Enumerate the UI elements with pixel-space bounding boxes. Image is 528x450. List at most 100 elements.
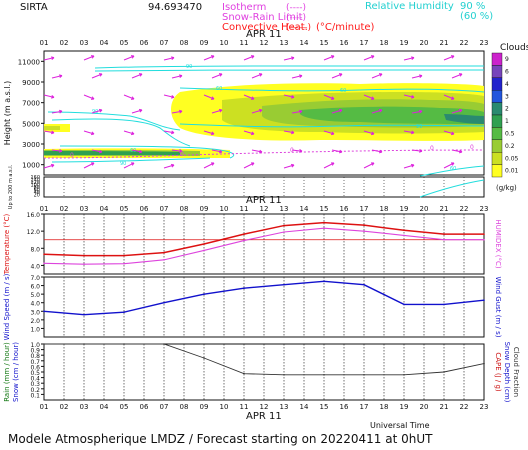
x-ticks-bottom: 01 02 03 04 05 06 07 08 09 10 11 12 13 14 15 16 17 18 19 20… [40,403,489,411]
wind-arrow-shaft [43,94,55,98]
x-tick-15: 15 [320,39,329,47]
wind-arrow-shaft [331,73,343,79]
low-ytick-label: 40 [34,190,40,196]
wind-arrow-head [130,162,135,166]
rh-contour-3 [179,123,485,128]
low-ytick-label: 120 [30,180,40,186]
isotherm-line [43,149,485,159]
isotherm-label-3: 0 [430,145,434,152]
series-point-temperature [403,229,405,232]
wind-arrow-shaft [91,149,103,153]
series-point-cloud_fraction [443,371,445,373]
wind-arrow-shaft [211,73,223,79]
wind-arrow-head [450,96,455,100]
x-tick-20: 20 [420,403,429,411]
ytick-label-3: 4.0 [30,301,40,308]
x-axis-title: Universal Time [370,421,430,430]
legend-label-1: Snow-Rain Limit [222,12,303,23]
legend-label-2: Convective Heat. [222,22,308,33]
x-tick-16: 16 [340,205,349,213]
wind-arrow-head [210,162,215,166]
wind-arrow-shaft [283,57,295,61]
legend-sample-2: (——) [286,23,311,33]
series-point-wind_speed [43,310,45,313]
ytick-label-4: 0.4 [30,376,40,383]
x-ticks-top: 01 02 03 04 05 06 07 08 09 10 11 12 13 14 15 16 17 18 19 20… [40,39,489,47]
wind-arrow-head [179,149,183,153]
cloud-y-axis-label: Height (m a.s.l.) [3,81,12,146]
x-tick-07: 07 [160,205,169,213]
wind-arrow-head [330,131,335,136]
ytick-label-4: 0.7 [30,359,40,366]
wind-arrow-head [170,95,175,99]
y-axis-label-3: Wind Speed (m / s) [3,273,11,340]
rh-contour-8 [419,165,485,177]
series-point-wind_speed [83,313,85,316]
cloud-area-6 [44,126,60,130]
wind-arrow-shaft [283,164,295,169]
wind-arrow-shaft [403,94,415,98]
wind-arrow-head [98,73,103,77]
x-tick-21: 21 [440,205,449,213]
wind-arrow-shaft [203,162,215,169]
wind-arrow-head [450,55,455,59]
series-point-humidex [443,238,445,241]
series-point-humidex [163,259,165,261]
wind-arrow-head [58,74,63,78]
wind-arrow-shaft [243,162,255,169]
wind-arrow-head [410,163,415,168]
wind-arrow-head [130,131,135,136]
wind-arrow-shaft [363,94,375,100]
wind-arrow-shaft [443,162,455,169]
series-point-cloud_fraction [203,357,205,359]
wind-arrow-shaft [171,110,183,114]
wind-arrow-shaft [323,162,335,169]
legend-sample-1: (----) [286,13,306,23]
colorbar-tick: 0.5 [505,130,515,137]
station-name: SIRTA [20,2,48,13]
cloud-ytick-label: 3000 [22,141,40,149]
wind-arrow-shaft [291,110,303,114]
wind-arrow-shaft [163,94,175,98]
rh-contour-label-5: 60 [340,88,346,94]
wind-arrow-shaft [83,130,95,135]
wind-arrow-head [250,131,255,136]
wind-arrow-head [50,163,55,168]
rh-contour-2 [179,87,485,93]
wind-arrow-shaft [443,94,455,100]
series-point-cloud_fraction [363,374,365,376]
series-point-wind_speed [243,287,245,289]
wind-arrow-shaft [451,73,463,79]
series-line-temperature [43,221,484,257]
wind-arrow-head [370,55,375,59]
x-tick-03: 03 [80,205,89,213]
cloud-ytick-label: 7000 [22,100,40,108]
ytick-label-2: 4.0 [30,263,40,270]
rh-contour-0 [94,65,484,69]
wind-arrow-head [298,74,303,78]
series-point-wind_speed [403,303,405,306]
x-tick-23: 23 [480,39,489,47]
x-tick-01: 01 [40,403,49,411]
x-tick-16: 16 [340,39,349,47]
series-point-wind_speed [283,283,285,286]
wind-arrow-head [410,95,415,99]
wind-arrow-head [138,149,143,154]
x-tick-23: 23 [480,205,489,213]
colorbar-swatch [491,114,503,128]
wind-arrow-shaft [411,110,423,114]
x-tick-04: 04 [100,403,109,411]
series-point-temperature [43,253,45,256]
series-point-wind_speed [163,301,165,304]
wind-arrow-head [410,56,415,60]
wind-arrow-shaft [331,109,343,114]
series-point-humidex [83,263,85,265]
x-tick-23: 23 [480,403,489,411]
wind-arrow-head [138,108,143,113]
clouds-colorbar: 9 6 4 3 2 1 0.5 0.2 0.05 0.01 Clouds (g/kg) [491,43,528,192]
series-point-humidex [243,239,245,242]
series-point-temperature [243,233,245,235]
wind-arrow-head [450,162,455,166]
wind-arrow-head [338,73,343,77]
wind-arrow-shaft [411,149,423,152]
